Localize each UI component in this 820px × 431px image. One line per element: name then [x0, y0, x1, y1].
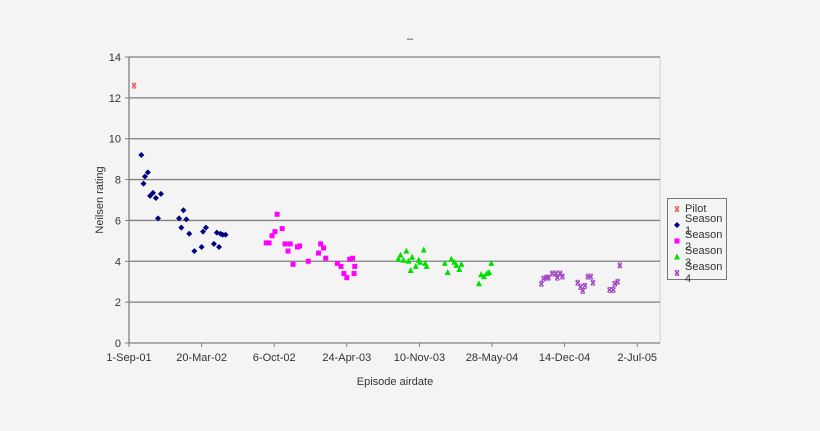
- x-tick-label: 2-Jul-05: [617, 352, 657, 364]
- plot-area: 0 2 4 6 8 10 12 14 1-Sep-01 20-Mar-02 6-Oct-02 24-A…: [106, 52, 661, 364]
- x-marker-icon: [672, 204, 682, 214]
- legend-item-season-2: Season 2: [672, 229, 726, 253]
- square-marker-icon: [672, 236, 682, 246]
- legend-item-season-3: Season 3: [672, 245, 726, 269]
- y-tick-label: 12: [109, 93, 121, 105]
- x-axis-title: Episode airdate: [357, 376, 433, 388]
- y-axis-title: Neilsen rating: [94, 166, 106, 233]
- triangle-marker-icon: [672, 252, 682, 262]
- series-season-2: [263, 211, 358, 281]
- diamond-marker-icon: [672, 220, 682, 230]
- series-season-4: [538, 262, 623, 294]
- x-marker-icon: [672, 268, 682, 278]
- x-tick-label: 1-Sep-01: [106, 352, 151, 364]
- legend-item-season-4: Season 4: [672, 261, 726, 285]
- y-tick-label: 6: [115, 215, 121, 227]
- x-tick-label: 10-Nov-03: [394, 352, 445, 364]
- series-season-1: [138, 152, 229, 255]
- legend-item-pilot: Pilot: [672, 201, 726, 217]
- legend: Pilot Season 1 Season 2 Season 3 Season …: [667, 198, 727, 285]
- series-pilot: [131, 82, 137, 89]
- legend-item-season-1: Season 1: [672, 213, 726, 237]
- x-tick-label: 24-Apr-03: [322, 352, 371, 364]
- y-tick-label: 4: [115, 256, 121, 268]
- x-tick-label: 6-Oct-02: [253, 352, 296, 364]
- chart-title: –: [407, 33, 414, 45]
- series-season-3: [395, 246, 495, 287]
- x-tick-label: 28-May-04: [466, 352, 519, 364]
- y-tick-label: 0: [115, 338, 121, 350]
- y-tick-label: 10: [109, 134, 121, 146]
- x-tick-label: 20-Mar-02: [176, 352, 227, 364]
- y-tick-label: 14: [109, 52, 121, 64]
- y-tick-label: 2: [115, 297, 121, 309]
- x-tick-label: 14-Dec-04: [539, 352, 590, 364]
- y-tick-label: 8: [115, 175, 121, 187]
